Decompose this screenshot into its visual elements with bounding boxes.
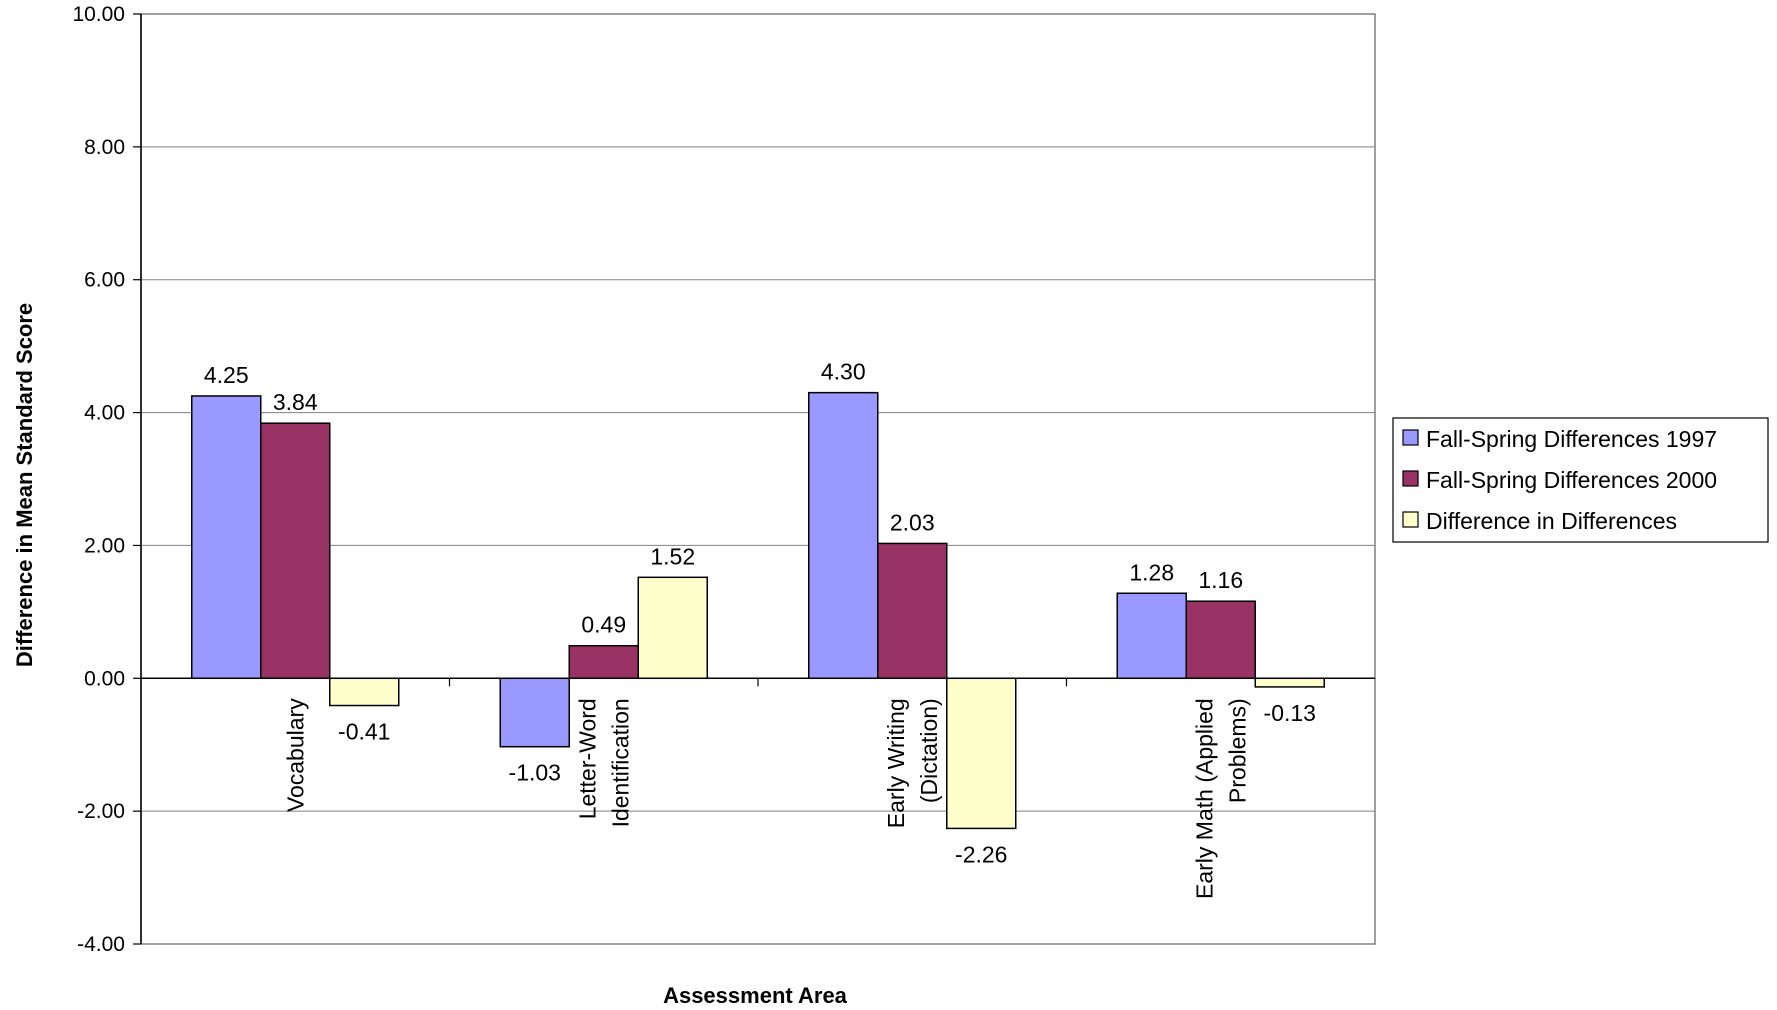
data-label: 4.30 — [821, 359, 866, 385]
x-axis-title: Assessment Area — [663, 983, 848, 1008]
bar — [568, 644, 639, 680]
y-axis-title: Difference in Mean Standard Score — [12, 303, 37, 667]
y-tick-label: 4.00 — [84, 402, 125, 425]
y-tick-label: 2.00 — [84, 534, 125, 557]
y-tick-label: 8.00 — [84, 136, 125, 159]
y-tick-label: -4.00 — [77, 933, 125, 956]
data-label: 0.49 — [581, 612, 626, 638]
bar — [1116, 592, 1187, 680]
data-label: 3.84 — [273, 389, 318, 415]
category-label: Identification — [607, 698, 633, 827]
legend-swatch — [1402, 429, 1419, 446]
data-label: -1.03 — [509, 760, 561, 786]
category-label: Early Math (Applied — [1191, 698, 1217, 899]
bar — [637, 576, 708, 680]
bar — [1254, 677, 1325, 688]
bars — [191, 391, 1325, 830]
data-label: 1.52 — [650, 543, 695, 569]
data-label: 1.28 — [1129, 559, 1174, 585]
y-tick-label: -2.00 — [77, 800, 125, 823]
category-label: Early Writing — [883, 698, 909, 828]
bar — [329, 677, 400, 707]
y-tick-label: 0.00 — [84, 667, 125, 690]
legend-swatch — [1402, 470, 1419, 487]
data-label: 2.03 — [890, 509, 935, 535]
legend-label: Difference in Differences — [1426, 508, 1677, 534]
category-label: Vocabulary — [282, 698, 308, 812]
bar — [191, 395, 262, 680]
y-tick-label: 10.00 — [72, 3, 125, 26]
bar — [1185, 600, 1256, 680]
data-label: 1.16 — [1198, 567, 1243, 593]
labels: 4.25 -1.03 4.30 1.28 3.84 0.49 2.03 1.16 -0.41 1.… — [204, 359, 1316, 899]
legend-label: Fall-Spring Differences 2000 — [1426, 467, 1717, 493]
legend-label: Fall-Spring Differences 1997 — [1426, 426, 1717, 452]
data-label: 4.25 — [204, 362, 249, 388]
category-label: Letter-Word — [574, 698, 600, 819]
y-tick-label: 6.00 — [84, 269, 125, 292]
bar — [877, 542, 948, 680]
bar — [808, 391, 879, 680]
bar — [499, 677, 570, 748]
legend-box — [1392, 417, 1769, 543]
bar — [946, 677, 1017, 830]
data-label: -0.13 — [1264, 700, 1316, 726]
category-label: (Dictation) — [916, 698, 942, 803]
legend: Fall-Spring Differences 1997 Fall-Spring … — [1392, 417, 1769, 543]
category-label: Problems) — [1224, 698, 1250, 803]
data-label: -2.26 — [955, 841, 1007, 867]
legend-swatch — [1402, 511, 1419, 528]
axes: -4.00 -2.00 0.00 2.00 4.00 6.00 8.00 10.00 — [72, 3, 1375, 956]
bar — [260, 422, 331, 680]
data-label: -0.41 — [338, 719, 390, 745]
